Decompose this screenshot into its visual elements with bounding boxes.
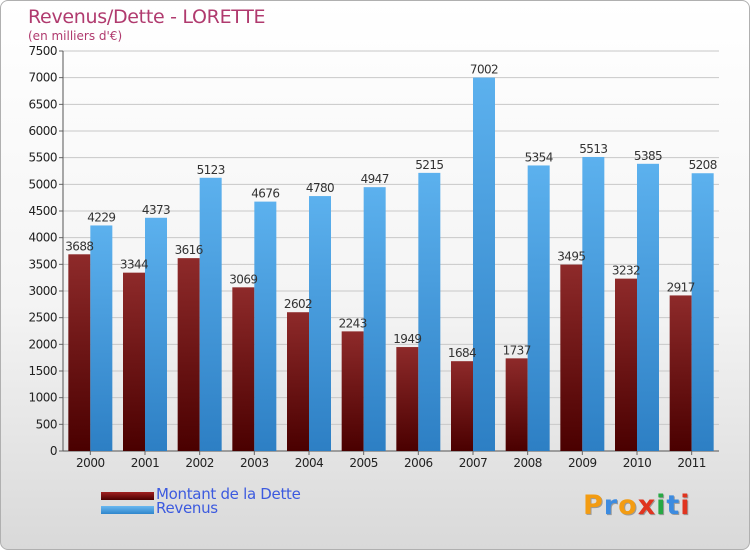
x-tick-label: 2008 xyxy=(513,456,542,470)
data-label-revenus: 5513 xyxy=(579,142,607,156)
logo-letter: o xyxy=(618,490,638,521)
y-tick-label: 6000 xyxy=(28,124,57,138)
bar-revenus xyxy=(254,201,277,451)
bar-dette xyxy=(232,287,255,451)
x-tick-label: 2001 xyxy=(131,456,160,470)
data-label-dette: 3344 xyxy=(120,258,148,272)
chart-title: Revenus/Dette - LORETTE xyxy=(28,6,266,28)
legend-label-revenus: Revenus xyxy=(156,499,218,517)
logo-letter: t xyxy=(666,490,681,521)
data-label-revenus: 4373 xyxy=(142,203,170,217)
data-label-revenus: 4676 xyxy=(251,187,279,201)
bar-revenus xyxy=(418,172,441,451)
logo-letter: i xyxy=(680,490,691,521)
bar-revenus xyxy=(309,196,331,451)
logo-letter: x xyxy=(637,490,657,521)
bar-dette xyxy=(287,312,309,451)
bar-dette xyxy=(505,358,528,451)
data-label-dette: 2243 xyxy=(339,316,367,330)
data-label-dette: 3616 xyxy=(175,243,203,257)
data-label-dette: 2602 xyxy=(284,297,312,311)
bar-revenus xyxy=(637,163,659,452)
logo-letter: i xyxy=(656,490,667,521)
data-label-revenus: 5215 xyxy=(415,158,443,172)
y-tick-label: 6500 xyxy=(28,97,57,111)
data-label-revenus: 7002 xyxy=(470,63,498,77)
data-label-revenus: 4947 xyxy=(361,172,389,186)
x-tick-label: 2010 xyxy=(623,456,652,470)
y-tick-label: 2000 xyxy=(28,337,57,351)
y-tick-label: 1500 xyxy=(28,364,57,378)
data-label-revenus: 5208 xyxy=(689,158,717,172)
y-tick-label: 1000 xyxy=(28,391,57,405)
bar-revenus xyxy=(199,177,222,452)
x-tick-label: 2003 xyxy=(240,456,269,470)
bar-revenus xyxy=(691,173,714,452)
logo-letter: r xyxy=(603,490,619,521)
chart-subtitle: (en milliers d'€) xyxy=(28,29,123,43)
x-tick-label: 2007 xyxy=(459,456,488,470)
data-label-dette: 3069 xyxy=(229,272,257,286)
y-tick-label: 2500 xyxy=(28,311,57,325)
data-label-dette: 1684 xyxy=(448,346,476,360)
x-tick-label: 2011 xyxy=(677,456,706,470)
bar-revenus xyxy=(473,77,495,451)
data-label-dette: 3688 xyxy=(65,239,93,253)
y-tick-label: 0 xyxy=(50,444,57,458)
y-tick-label: 7500 xyxy=(28,44,57,58)
y-tick-label: 4000 xyxy=(28,231,57,245)
data-label-revenus: 4780 xyxy=(306,181,334,195)
x-tick-label: 2005 xyxy=(349,456,378,470)
y-tick-label: 3000 xyxy=(28,284,57,298)
legend-swatch-revenus xyxy=(101,506,154,514)
data-label-dette: 3232 xyxy=(612,264,640,278)
bar-dette xyxy=(123,272,145,451)
y-tick-label: 4500 xyxy=(28,204,57,218)
bar-dette xyxy=(451,361,473,451)
y-tick-label: 5500 xyxy=(28,151,57,165)
bar-revenus xyxy=(582,156,605,451)
x-tick-label: 2004 xyxy=(295,456,324,470)
x-tick-label: 2006 xyxy=(404,456,433,470)
logo-letter: P xyxy=(583,490,604,521)
data-label-dette: 1737 xyxy=(503,343,531,357)
data-label-dette: 2917 xyxy=(667,280,695,294)
y-tick-label: 3500 xyxy=(28,257,57,271)
bar-revenus xyxy=(145,217,167,451)
bar-dette xyxy=(396,347,419,451)
y-tick-label: 7000 xyxy=(28,71,57,85)
data-label-dette: 1949 xyxy=(393,332,421,346)
x-tick-label: 2002 xyxy=(185,456,214,470)
y-tick-label: 500 xyxy=(36,417,57,431)
bar-dette xyxy=(669,295,692,451)
bar-dette xyxy=(68,254,91,451)
y-tick-label: 5000 xyxy=(28,177,57,191)
data-label-revenus: 5354 xyxy=(525,150,553,164)
bar-dette xyxy=(560,264,583,451)
data-label-revenus: 5385 xyxy=(634,149,662,163)
data-label-revenus: 4229 xyxy=(87,210,115,224)
proxiti-logo: Proxiti xyxy=(583,490,691,521)
legend-swatch-dette xyxy=(101,492,154,500)
bar-revenus xyxy=(363,187,386,451)
data-label-revenus: 5123 xyxy=(197,163,225,177)
data-label-dette: 3495 xyxy=(557,250,585,264)
bar-revenus xyxy=(527,165,550,451)
x-tick-label: 2000 xyxy=(76,456,105,470)
bar-dette xyxy=(615,278,637,451)
x-tick-label: 2009 xyxy=(568,456,597,470)
legend-label-dette: Montant de la Dette xyxy=(156,485,301,503)
bar-revenus xyxy=(90,225,113,451)
bar-dette xyxy=(177,258,200,451)
bar-dette xyxy=(341,331,364,451)
